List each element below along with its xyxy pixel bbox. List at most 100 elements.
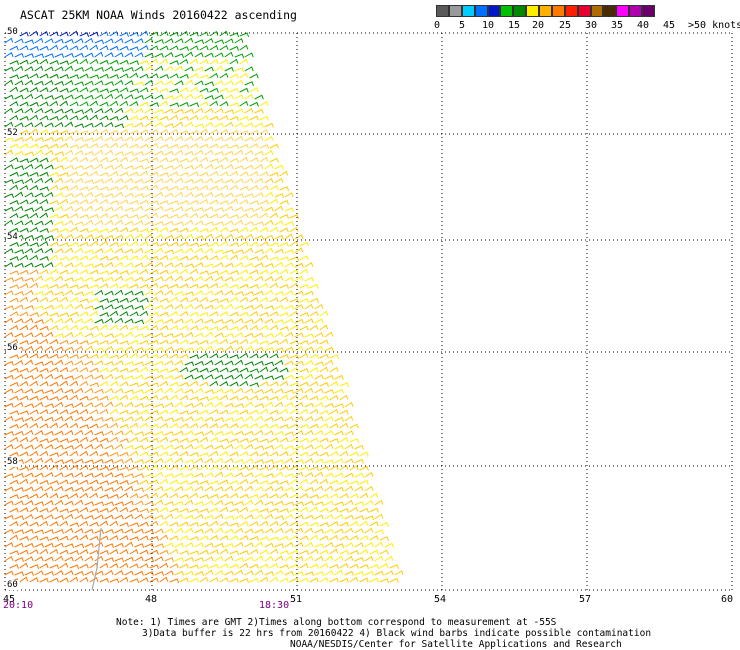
wind-barb — [114, 234, 124, 240]
wind-barb — [174, 388, 184, 394]
wind-barb — [154, 403, 165, 409]
wind-barb — [324, 459, 335, 465]
wind-barb — [64, 303, 74, 310]
wind-barb — [194, 149, 204, 156]
wind-barb — [99, 172, 109, 177]
wind-barb — [184, 556, 194, 562]
wind-barb — [204, 66, 214, 72]
wind-barb — [239, 324, 249, 331]
wind-barb — [4, 37, 14, 44]
wind-speed-color-scale — [436, 5, 655, 17]
wind-barb — [224, 121, 234, 128]
scale-swatch — [616, 5, 630, 17]
wind-barb — [109, 506, 119, 513]
wind-barb — [314, 471, 324, 478]
wind-barb — [159, 422, 169, 429]
wind-barb — [254, 459, 264, 464]
wind-barb — [84, 416, 94, 422]
wind-barb — [349, 535, 359, 541]
wind-barb — [9, 507, 19, 513]
wind-barb — [79, 325, 89, 331]
wind-barb — [184, 164, 194, 170]
wind-barb — [79, 199, 89, 205]
wind-barb — [149, 423, 159, 429]
wind-barb — [119, 184, 129, 191]
wind-barb — [294, 375, 305, 381]
wind-barb — [14, 401, 24, 408]
wind-barb — [59, 325, 69, 331]
wind-barb — [39, 58, 49, 65]
wind-barb — [184, 108, 194, 114]
wind-barb — [164, 318, 174, 324]
wind-barb — [164, 275, 174, 282]
wind-barb — [299, 493, 309, 499]
wind-barb — [214, 192, 224, 198]
wind-barb — [214, 332, 224, 338]
wind-barb — [159, 478, 169, 485]
wind-barb — [59, 60, 70, 66]
wind-barb — [44, 66, 54, 72]
wind-barb — [289, 450, 299, 457]
wind-barb — [229, 535, 239, 541]
wind-barb — [194, 107, 204, 114]
wind-barb — [189, 242, 200, 248]
wind-barb — [239, 466, 249, 471]
wind-barb — [274, 220, 284, 226]
wind-barb — [4, 514, 14, 520]
wind-barb — [244, 556, 254, 562]
wind-barb — [249, 87, 259, 93]
wind-barb — [359, 507, 369, 513]
wind-barb — [239, 44, 249, 51]
wind-barb — [129, 31, 139, 37]
wind-barb — [124, 445, 134, 450]
wind-barb — [219, 438, 230, 444]
wind-barb — [114, 275, 124, 282]
wind-barb — [254, 164, 264, 170]
wind-barb — [29, 506, 39, 513]
wind-barb — [4, 402, 14, 408]
wind-barb — [64, 205, 74, 212]
wind-barb — [204, 472, 214, 478]
wind-barb — [59, 535, 69, 541]
wind-barb — [169, 143, 179, 149]
wind-barb — [194, 39, 205, 45]
wind-barb — [249, 311, 259, 317]
wind-barb — [59, 353, 69, 359]
wind-barb — [44, 235, 54, 240]
wind-barb — [14, 165, 25, 171]
wind-barb — [34, 501, 45, 507]
wind-barb — [249, 101, 259, 107]
wind-barb — [74, 247, 84, 254]
wind-barb — [219, 240, 229, 247]
wind-barb — [229, 480, 239, 485]
wind-barb — [124, 151, 134, 156]
wind-barb — [349, 423, 359, 429]
wind-barb — [44, 331, 54, 338]
wind-barb — [194, 457, 204, 464]
wind-barb — [229, 438, 240, 444]
wind-barb — [14, 38, 24, 44]
wind-barb — [289, 382, 300, 388]
wind-barb — [24, 416, 34, 422]
wind-barb — [209, 480, 220, 486]
wind-barb — [89, 157, 99, 163]
wind-barb — [4, 374, 14, 380]
wind-barb — [164, 123, 175, 128]
wind-barb — [74, 499, 84, 506]
wind-barb — [264, 332, 274, 338]
wind-barb — [139, 170, 149, 177]
wind-barb — [49, 86, 59, 93]
wind-barb — [214, 108, 224, 114]
wind-barb — [219, 171, 229, 177]
wind-barb — [59, 198, 69, 205]
wind-barb — [29, 73, 39, 79]
wind-barb — [29, 478, 39, 485]
wind-barb — [9, 550, 20, 556]
wind-barb — [149, 394, 159, 401]
wind-barb — [39, 30, 49, 37]
wind-barb — [254, 332, 264, 338]
wind-barb — [279, 437, 289, 443]
wind-barb — [4, 415, 14, 422]
wind-barb — [284, 528, 294, 534]
wind-barb — [134, 473, 144, 478]
